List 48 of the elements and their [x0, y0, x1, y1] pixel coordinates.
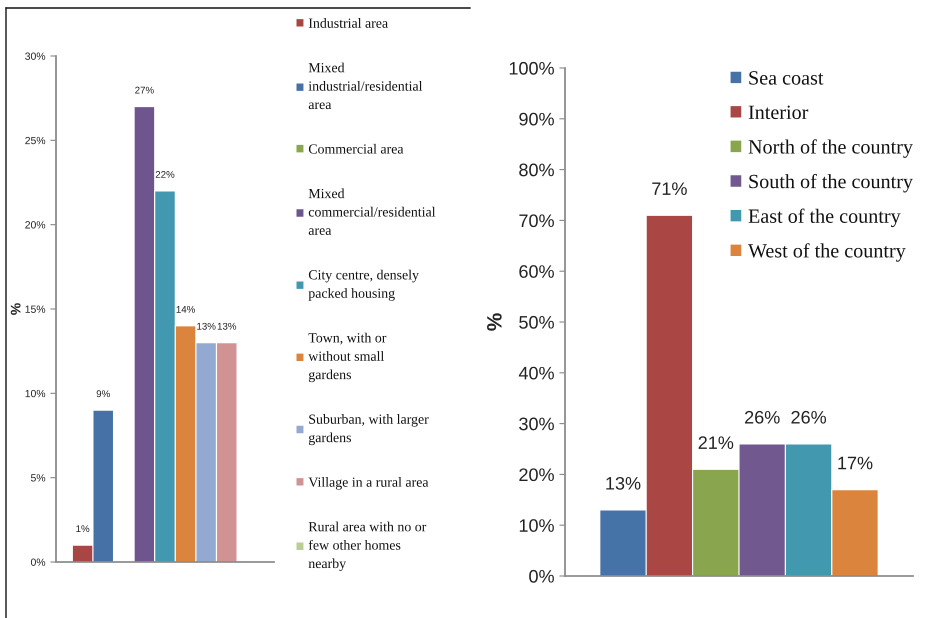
data-label: 13%: [606, 476, 640, 490]
y-tick-label: 80%: [519, 164, 554, 176]
legend-label: East of the country: [748, 208, 901, 228]
legend-label: Suburban, with larger gardens: [308, 414, 429, 446]
legend-label: North of the country: [748, 139, 913, 158]
y-tick-label: 30%: [25, 52, 46, 60]
y-tick-label: 25%: [25, 136, 46, 144]
data-label: 26%: [745, 410, 780, 424]
legend-label: Rural area with no or few other homes nearby: [308, 522, 426, 572]
data-label: 22%: [156, 171, 174, 178]
y-tick-label: 20%: [25, 221, 46, 229]
legend-label: Interior: [748, 106, 808, 120]
legend-label: Sea coast: [749, 71, 824, 85]
y-tick-label: 100%: [510, 62, 554, 75]
y-tick-label: 90%: [519, 112, 554, 126]
data-label: 17%: [838, 456, 872, 470]
data-label: 9%: [96, 390, 110, 398]
data-label: 27%: [135, 86, 154, 94]
legend-label: Industrial area: [308, 18, 388, 28]
y-axis-title: %: [487, 313, 502, 331]
y-tick-label: 10%: [520, 519, 554, 532]
legend-label: South of the country: [749, 174, 913, 192]
data-label: 13%: [197, 322, 216, 330]
y-tick-label: 50%: [519, 316, 554, 329]
data-label: 1%: [76, 525, 90, 532]
y-tick-label: 15%: [26, 306, 46, 313]
data-label: 26%: [791, 410, 826, 424]
data-label: 14%: [176, 306, 195, 313]
y-tick-label: 0%: [529, 570, 554, 583]
y-tick-label: 20%: [519, 468, 554, 482]
y-axis-title: %: [10, 303, 21, 315]
legend-label: West of the country: [748, 243, 906, 262]
data-label: 71%: [652, 182, 687, 196]
legend-label: Town, with or without small gardens: [308, 332, 386, 382]
y-tick-label: 0%: [30, 558, 46, 566]
y-tick-label: 60%: [519, 265, 554, 278]
legend-label: Commercial area: [308, 144, 404, 154]
legend-label: Mixed industrial/residential area: [308, 62, 422, 110]
data-label: 13%: [218, 322, 236, 330]
legend-label: City centre, densely packed housing: [308, 270, 419, 301]
y-tick-label: 70%: [519, 214, 554, 228]
data-label: 21%: [698, 436, 734, 450]
y-tick-label: 40%: [518, 366, 554, 380]
y-tick-label: 10%: [26, 390, 46, 398]
legend-label: Mixed commercial/residential area: [308, 188, 436, 235]
legend-label: Village in a rural area: [308, 477, 428, 490]
y-tick-label: 5%: [30, 474, 46, 482]
y-tick-label: 30%: [519, 418, 554, 430]
